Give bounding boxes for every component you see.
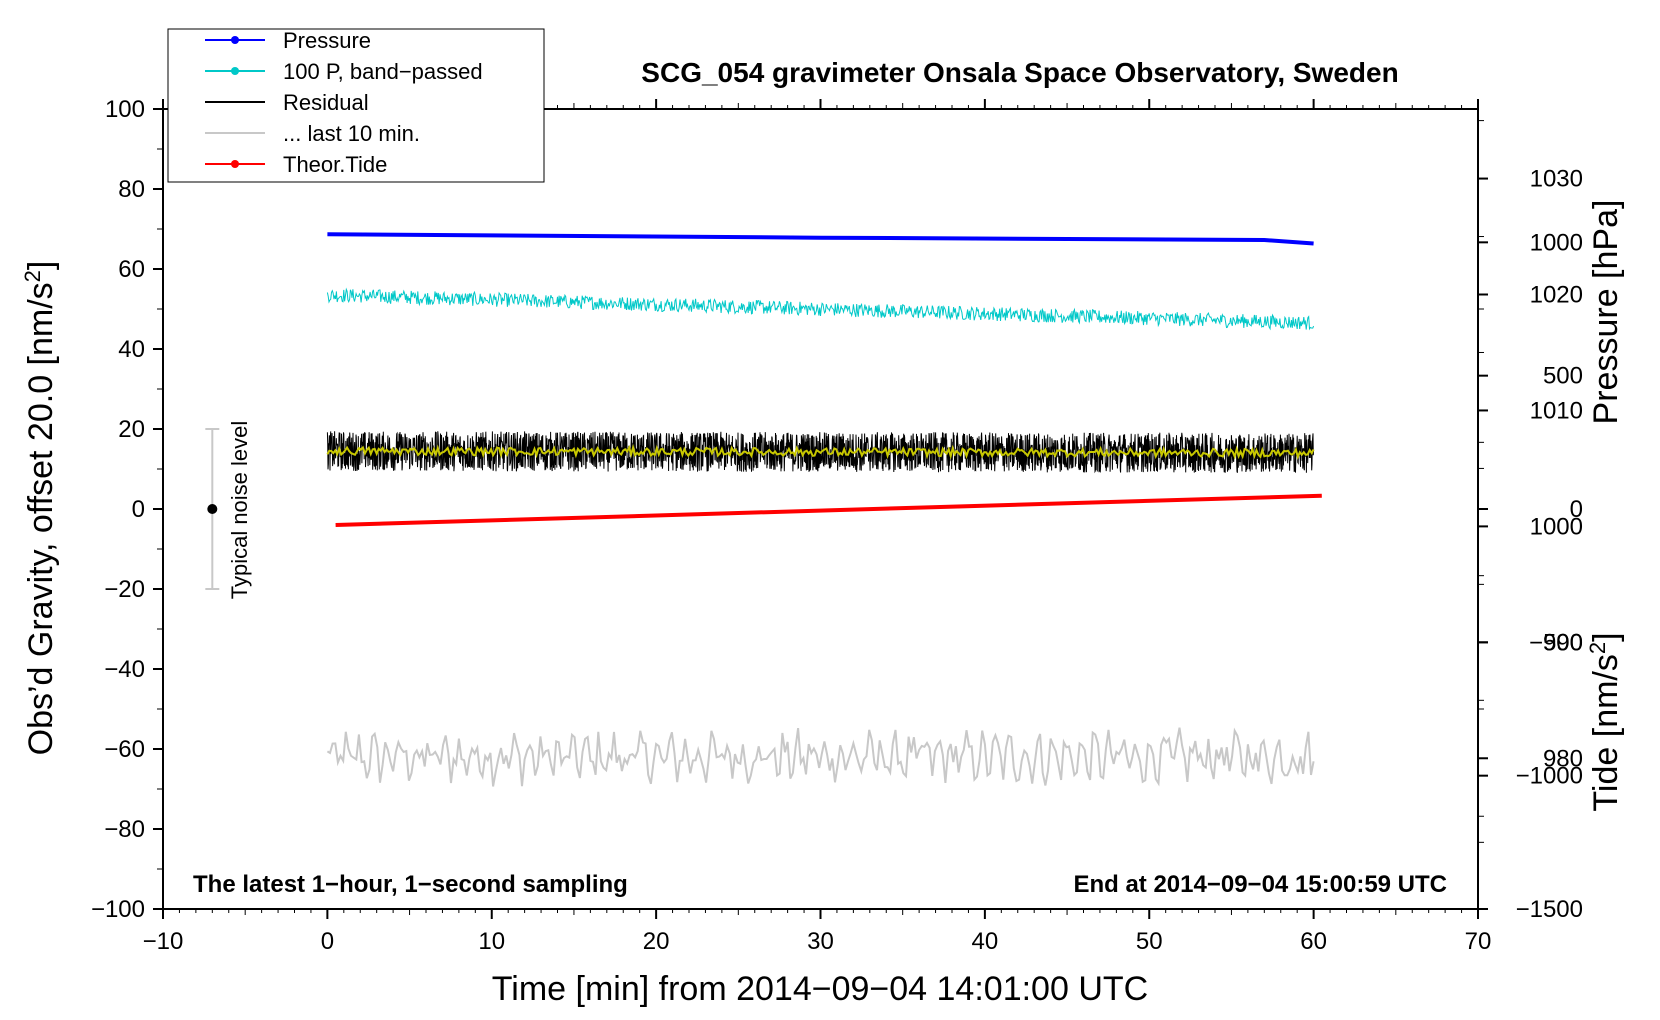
legend-box: [167, 28, 545, 183]
legend-marker: [231, 160, 239, 168]
y-axis-label-text: Obs’d Gravity, offset 20.0 [nm/s: [22, 282, 60, 755]
x-tick-label: −10: [143, 928, 184, 955]
y-tick-label: 80: [118, 176, 145, 203]
y-tick-label: −40: [104, 656, 145, 683]
legend-label: 100 P, band−passed: [283, 59, 483, 84]
y-tick-label: 20: [118, 416, 145, 443]
tide-tick-label: −500: [1529, 629, 1583, 656]
tide-tick-label: −1000: [1516, 763, 1583, 790]
tide-tick-label: 1000: [1530, 229, 1583, 256]
series-theor-tide: [335, 493, 1322, 527]
series-layer: [326, 232, 1322, 787]
y-tick-label: 0: [132, 496, 145, 523]
x-tick-label: 10: [478, 928, 505, 955]
x-axis-label: Time [min] from 2014−09−04 14:01:00 UTC: [492, 970, 1148, 1008]
series-pressure: [327, 232, 1314, 246]
pressure-tick-label: 1000: [1530, 513, 1583, 540]
series-residual: [326, 431, 1315, 474]
y-axis-label-sup: 2: [20, 270, 45, 282]
noise-bar-center: [207, 504, 218, 514]
chart-title: SCG_054 gravimeter Onsala Space Observat…: [641, 57, 1398, 88]
series-residual-smoothed: [326, 443, 1315, 461]
pressure-tick-label: 980: [1543, 745, 1583, 772]
x-tick-label: 40: [972, 928, 999, 955]
tide-axis-label-sup: 2: [1585, 642, 1610, 654]
series-band-passed: [326, 287, 1315, 331]
legend-label: Pressure: [283, 28, 371, 53]
tide-axis-label-text: Tide [nm/s: [1587, 654, 1625, 811]
series-last-10-min: [326, 727, 1315, 787]
y-tick-label: 100: [105, 96, 145, 123]
tide-axis-label: Tide [nm/s2]: [1585, 632, 1625, 811]
y-axis-label-tail: ]: [22, 261, 60, 270]
pressure-axis-label: Pressure [hPa]: [1587, 200, 1625, 425]
noise-level-bar: [205, 428, 220, 590]
legend-items: Pressure 100 P, band−passed Residual ... la…: [205, 28, 483, 177]
x-tick-label: 20: [643, 928, 670, 955]
tide-tick-label: 0: [1570, 496, 1583, 523]
y-tick-label: −80: [104, 816, 145, 843]
y-tick-label: 60: [118, 256, 145, 283]
legend-marker: [231, 36, 239, 44]
x-axis-ticks: −10 0 10 20 30 40 50 60 70: [143, 99, 1492, 955]
note-left: The latest 1−hour, 1−second sampling: [193, 871, 628, 898]
x-tick-label: 60: [1300, 928, 1327, 955]
pressure-tick-label: 990: [1543, 629, 1583, 656]
right-axis-ticks: 980 990 1000 1010 1020 1030 −1500 −1000 −500 0 500…: [1478, 120, 1583, 923]
y-tick-label: −60: [104, 736, 145, 763]
note-right: End at 2014−09−04 15:00:59 UTC: [1073, 871, 1447, 898]
y-tick-label: −20: [104, 576, 145, 603]
tide-tick-label: 500: [1543, 363, 1583, 390]
x-tick-label: 70: [1465, 928, 1492, 955]
legend-label: Residual: [283, 90, 369, 115]
tide-tick-label: −1500: [1516, 896, 1583, 923]
legend-label: ... last 10 min.: [283, 121, 420, 146]
y-tick-label: −100: [91, 896, 145, 923]
pressure-tick-label: 1020: [1530, 282, 1583, 309]
tide-axis-label-tail: ]: [1587, 632, 1625, 641]
noise-level-label: Typical noise level: [227, 421, 252, 600]
pressure-tick-label: 1010: [1530, 397, 1583, 424]
legend-marker: [231, 67, 239, 75]
legend-label: Theor.Tide: [283, 152, 387, 177]
legend: Pressure 100 P, band−passed Residual ... la…: [167, 28, 545, 183]
y-axis-ticks: −100 −80 −60 −40 −20 0 20 40 60 80 100: [91, 96, 163, 923]
y-tick-label: 40: [118, 336, 145, 363]
pressure-tick-label: 1030: [1530, 166, 1583, 193]
y-axis-label: Obs’d Gravity, offset 20.0 [nm/s2]: [20, 261, 60, 756]
x-tick-label: 30: [807, 928, 834, 955]
x-tick-label: 0: [321, 928, 334, 955]
x-tick-label: 50: [1136, 928, 1163, 955]
